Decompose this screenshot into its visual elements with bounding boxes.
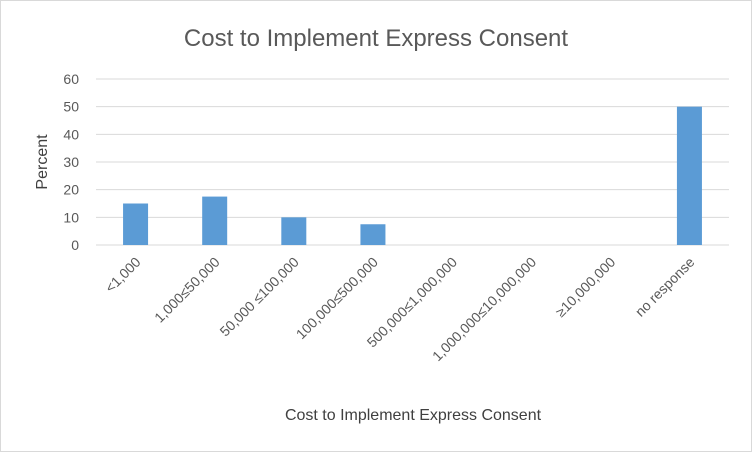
x-category-label: <1,000	[102, 254, 144, 296]
x-axis-label: Cost to Implement Express Consent	[285, 407, 542, 424]
bar	[676, 106, 702, 246]
y-tick-label: 50	[63, 99, 79, 115]
y-tick-label: 30	[63, 154, 79, 170]
x-category-label: 1,000≤50,000	[151, 254, 223, 326]
x-category-label: ≥10,000,000	[552, 254, 618, 320]
chart-title: Cost to Implement Express Consent	[184, 25, 568, 52]
bars	[123, 106, 702, 246]
x-category-label: 50,000 ≤100,000	[216, 254, 302, 340]
x-category-label: no response	[632, 254, 698, 320]
bar	[123, 203, 149, 245]
bar	[281, 217, 307, 245]
y-tick-label: 40	[63, 126, 79, 142]
gridlines	[96, 78, 729, 246]
y-tick-label: 20	[63, 182, 79, 198]
y-tick-label: 60	[63, 71, 79, 87]
y-tick-label: 10	[63, 209, 79, 225]
y-tick-label: 0	[71, 237, 79, 253]
x-category-label: 100,000≤500,000	[293, 254, 381, 342]
y-axis-ticks: 0 10 20 30 40 50 60	[63, 71, 79, 253]
y-axis-label: Percent	[34, 134, 51, 190]
bar	[202, 196, 228, 245]
bar	[360, 224, 386, 245]
